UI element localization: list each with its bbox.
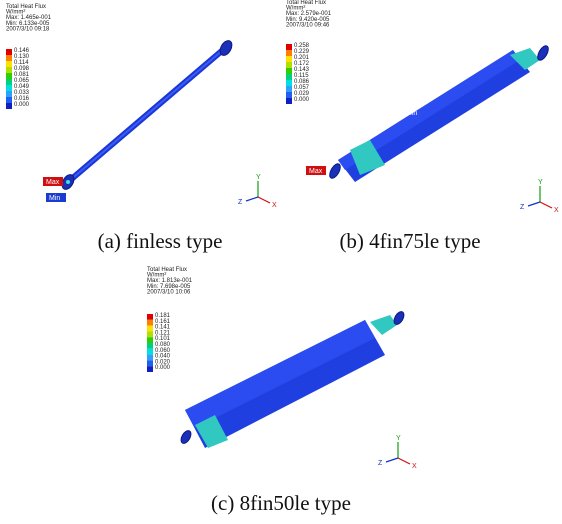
legend-swatch (147, 314, 153, 320)
caption: (a) finless type (98, 229, 223, 253)
marker-label: Min (49, 195, 60, 202)
legend-swatch (286, 92, 292, 98)
figure: Total Heat FluxW/mm²Max: 1.465e-001Min: … (0, 0, 562, 524)
caption: (c) 8fin50le type (211, 491, 351, 515)
axis-label: Y (256, 174, 261, 181)
model-c (179, 310, 406, 448)
legend-swatch (286, 68, 292, 74)
marker-label: Min (406, 110, 417, 117)
axis-label: X (272, 202, 277, 209)
marker-label: Max (46, 179, 60, 186)
axis-z (528, 202, 540, 206)
legend-swatch (147, 326, 153, 332)
axis-z (386, 458, 398, 462)
legend-swatch (286, 50, 292, 56)
header-line: 2007/3/10 09:18 (6, 26, 50, 32)
legend-swatch (6, 73, 12, 79)
legend-swatch (286, 80, 292, 86)
axis-z (246, 197, 258, 201)
caption: (b) 4fin75le type (339, 229, 480, 253)
legend-swatch (286, 86, 292, 92)
legend-swatch (147, 320, 153, 326)
legend-swatch (147, 355, 153, 361)
legend-swatch (147, 366, 153, 372)
legend-swatch (6, 79, 12, 85)
legend-swatch (147, 343, 153, 349)
axis-label: Z (520, 204, 525, 211)
axis-label: X (412, 463, 417, 470)
legend-swatch (147, 331, 153, 337)
legend-swatch (6, 103, 12, 109)
legend-swatch (286, 98, 292, 104)
legend-swatch (6, 49, 12, 55)
legend-swatch (147, 337, 153, 343)
axis-label: X (554, 207, 559, 214)
legend-value: 0.000 (155, 365, 171, 371)
legend-swatch (6, 61, 12, 67)
marker-label: Max (309, 168, 323, 175)
legend-swatch (147, 360, 153, 366)
legend-swatch (6, 67, 12, 73)
axis-label: Z (378, 460, 383, 467)
legend-swatch (6, 55, 12, 61)
axis-x (398, 458, 410, 464)
legend-value: 0.000 (14, 102, 30, 108)
axis-x (540, 202, 552, 208)
header-line: 2007/3/10 10:06 (147, 289, 191, 295)
legend-value: 0.000 (294, 97, 310, 103)
legend-swatch (286, 56, 292, 62)
legend-swatch (286, 74, 292, 80)
axis-label: Z (238, 199, 243, 206)
legend-swatch (286, 62, 292, 68)
legend-swatch (6, 97, 12, 103)
axis-label: Y (396, 435, 401, 442)
legend-swatch (6, 91, 12, 97)
axis-x (258, 197, 270, 203)
header-line: 2007/3/10 09:46 (286, 22, 330, 28)
model-a (60, 39, 235, 192)
legend-swatch (286, 44, 292, 50)
legend-swatch (6, 85, 12, 91)
axis-label: Y (538, 179, 543, 186)
model-b (328, 44, 551, 182)
legend-swatch (147, 349, 153, 355)
